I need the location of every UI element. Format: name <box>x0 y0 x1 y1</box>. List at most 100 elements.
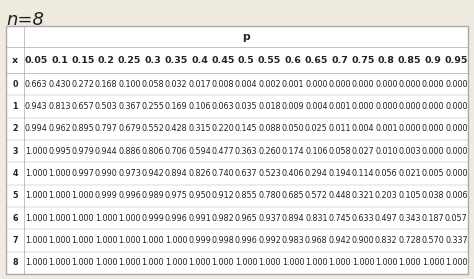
Text: 0.194: 0.194 <box>328 169 351 178</box>
Text: 0.912: 0.912 <box>211 191 234 200</box>
Text: 1.000: 1.000 <box>48 191 71 200</box>
Text: 1.000: 1.000 <box>142 236 164 245</box>
Text: 0.000: 0.000 <box>352 80 374 89</box>
Text: 0.088: 0.088 <box>258 124 281 133</box>
Text: 0.000: 0.000 <box>398 102 421 111</box>
Text: 0.260: 0.260 <box>258 147 281 156</box>
Text: 1.000: 1.000 <box>25 147 47 156</box>
Text: 0.000: 0.000 <box>352 102 374 111</box>
Text: 0.027: 0.027 <box>352 147 374 156</box>
Text: 0.706: 0.706 <box>165 147 188 156</box>
Text: 0.15: 0.15 <box>71 56 94 65</box>
Text: 0.944: 0.944 <box>95 147 118 156</box>
Text: 0.058: 0.058 <box>142 80 164 89</box>
Text: 0.315: 0.315 <box>188 124 211 133</box>
Text: 0.637: 0.637 <box>235 169 257 178</box>
Text: 0.996: 0.996 <box>118 191 141 200</box>
Text: 0.002: 0.002 <box>258 80 281 89</box>
Text: 1.000: 1.000 <box>118 214 141 223</box>
Text: 1.000: 1.000 <box>235 258 257 267</box>
Text: x: x <box>12 56 18 65</box>
Text: 0.000: 0.000 <box>445 147 467 156</box>
Text: 0.106: 0.106 <box>188 102 211 111</box>
Text: 0.032: 0.032 <box>165 80 188 89</box>
Text: 0.168: 0.168 <box>95 80 118 89</box>
Text: 0.999: 0.999 <box>95 191 118 200</box>
Text: 0.056: 0.056 <box>375 169 398 178</box>
Text: 7: 7 <box>12 236 18 245</box>
Text: 0.009: 0.009 <box>282 102 304 111</box>
Text: 0.000: 0.000 <box>445 80 467 89</box>
Text: 0.503: 0.503 <box>95 102 118 111</box>
Text: 1.000: 1.000 <box>48 214 71 223</box>
Text: 0.050: 0.050 <box>282 124 304 133</box>
Text: 0.004: 0.004 <box>235 80 257 89</box>
Text: 0.321: 0.321 <box>352 191 374 200</box>
Text: 0.337: 0.337 <box>445 236 468 245</box>
Text: 0.477: 0.477 <box>211 147 234 156</box>
Text: 1.000: 1.000 <box>48 236 71 245</box>
Text: 0.25: 0.25 <box>118 56 141 65</box>
Text: 0.994: 0.994 <box>25 124 47 133</box>
Text: 0.999: 0.999 <box>188 236 211 245</box>
Text: 1.000: 1.000 <box>188 258 211 267</box>
Text: 0.430: 0.430 <box>48 80 71 89</box>
Text: 0.106: 0.106 <box>305 147 328 156</box>
Text: 0.85: 0.85 <box>398 56 421 65</box>
Text: 0.001: 0.001 <box>328 102 351 111</box>
Text: 1.000: 1.000 <box>212 258 234 267</box>
Text: 0.000: 0.000 <box>398 124 421 133</box>
Text: 0.3: 0.3 <box>145 56 161 65</box>
Text: 0.943: 0.943 <box>25 102 47 111</box>
Text: 0.962: 0.962 <box>48 124 71 133</box>
Text: 1.000: 1.000 <box>328 258 351 267</box>
Text: 0.9: 0.9 <box>425 56 441 65</box>
Text: 1.000: 1.000 <box>72 236 94 245</box>
Text: 1.000: 1.000 <box>142 258 164 267</box>
Text: 0.35: 0.35 <box>164 56 188 65</box>
Text: 0.063: 0.063 <box>212 102 234 111</box>
Text: 0.679: 0.679 <box>118 124 141 133</box>
Text: 0.010: 0.010 <box>375 147 398 156</box>
Text: 1.000: 1.000 <box>48 169 71 178</box>
Text: 0.523: 0.523 <box>258 169 281 178</box>
Text: 0.000: 0.000 <box>445 124 467 133</box>
Text: 1.000: 1.000 <box>95 258 118 267</box>
Text: 0.657: 0.657 <box>72 102 94 111</box>
Text: 0.021: 0.021 <box>398 169 421 178</box>
Text: 0.991: 0.991 <box>188 214 211 223</box>
Text: 0.983: 0.983 <box>282 236 304 245</box>
Text: 0: 0 <box>12 80 18 89</box>
Text: 1.000: 1.000 <box>375 258 398 267</box>
Text: 0.018: 0.018 <box>258 102 281 111</box>
Text: 0.806: 0.806 <box>142 147 164 156</box>
Text: 0.8: 0.8 <box>378 56 395 65</box>
Text: 1.000: 1.000 <box>25 258 47 267</box>
Text: 0.975: 0.975 <box>165 191 188 200</box>
Text: 0.017: 0.017 <box>188 80 211 89</box>
Text: 0.728: 0.728 <box>398 236 421 245</box>
Text: 0.979: 0.979 <box>72 147 94 156</box>
Text: 0.000: 0.000 <box>422 124 444 133</box>
Text: 0.114: 0.114 <box>352 169 374 178</box>
Text: 1.000: 1.000 <box>165 258 187 267</box>
Text: 0.740: 0.740 <box>211 169 234 178</box>
Text: 0.038: 0.038 <box>422 191 444 200</box>
Text: 0.65: 0.65 <box>305 56 328 65</box>
Text: 1.000: 1.000 <box>118 258 141 267</box>
Text: 0.663: 0.663 <box>25 80 47 89</box>
Text: 0.057: 0.057 <box>445 214 468 223</box>
Text: 0.035: 0.035 <box>235 102 257 111</box>
Text: 0.000: 0.000 <box>375 102 398 111</box>
Text: 0.968: 0.968 <box>305 236 328 245</box>
Text: 0.169: 0.169 <box>165 102 188 111</box>
Text: 0.174: 0.174 <box>282 147 304 156</box>
Text: 1.000: 1.000 <box>72 214 94 223</box>
Text: 0.004: 0.004 <box>352 124 374 133</box>
Text: 0.497: 0.497 <box>375 214 398 223</box>
Text: 0.272: 0.272 <box>72 80 94 89</box>
Text: 1.000: 1.000 <box>258 258 281 267</box>
Text: 1.000: 1.000 <box>25 236 47 245</box>
Text: 0.005: 0.005 <box>422 169 444 178</box>
Text: 0.406: 0.406 <box>282 169 304 178</box>
